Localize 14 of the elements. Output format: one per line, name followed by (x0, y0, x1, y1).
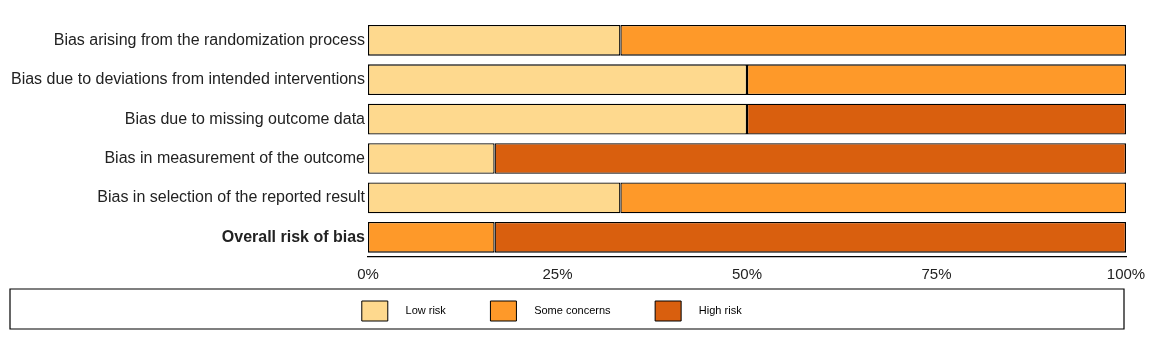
y-tick-label: Bias in selection of the reported result (97, 188, 366, 206)
x-tick-label: 50% (731, 265, 763, 283)
x-tick-label: 25% (542, 265, 573, 283)
x-tick-label: 100% (1106, 265, 1146, 283)
legend-label: Some concerns (521, 304, 642, 317)
legend-label: Low risk (393, 304, 477, 317)
y-tick-label: Bias arising from the randomization process (53, 30, 365, 48)
legend-label: High risk (686, 304, 773, 317)
y-tick-label: Bias in measurement of the outcome (104, 148, 366, 166)
x-tick-label: 75% (921, 265, 952, 283)
y-tick-label: Bias due to missing outcome data (124, 109, 366, 127)
y-tick-label: Bias due to deviations from intended interventions (10, 70, 365, 88)
y-tick-label: Overall risk of bias (221, 227, 366, 245)
x-tick-label: 0% (357, 265, 379, 283)
